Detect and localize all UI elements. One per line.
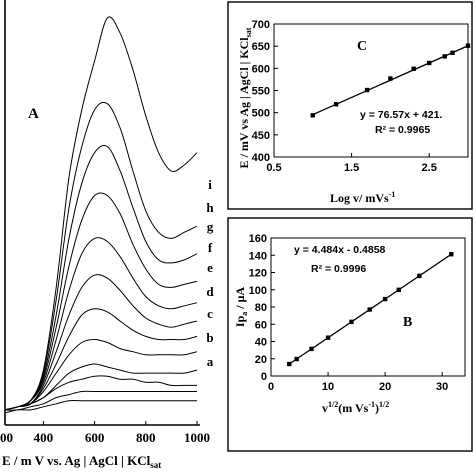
data-point xyxy=(465,43,471,48)
panel-a-curve-label-h: h xyxy=(206,200,214,215)
data-point xyxy=(333,102,339,107)
x-tick-label: 1.5 xyxy=(344,162,359,174)
x-tick-label: 2.5 xyxy=(422,162,437,174)
y-tick-label: 20 xyxy=(255,354,267,366)
panel-a-x-tick-label: 400 xyxy=(34,430,54,445)
y-tick-label: 400 xyxy=(252,152,270,164)
y-tick-label: 100 xyxy=(249,285,267,297)
panel-a-curve-11 xyxy=(4,399,197,414)
panel-c-x-ticks: 0.5 1.5 2.5 xyxy=(266,153,437,174)
y-tick-label: 500 xyxy=(252,108,270,120)
panel-a-curve-label-g: g xyxy=(207,219,214,234)
data-point xyxy=(417,273,422,279)
panel-a-curve-label-a: a xyxy=(207,354,214,369)
data-point xyxy=(364,87,370,93)
panel-a-curve-9 xyxy=(4,375,197,411)
data-point xyxy=(427,60,432,66)
y-tick-label: 700 xyxy=(252,19,270,31)
panel-a-x-tick-label: 1000 xyxy=(184,430,210,445)
panel-a-label: A xyxy=(28,106,39,122)
y-tick-label: 160 xyxy=(249,233,267,245)
panel-b: 0 20 40 60 80 100 120 140 160 0 10 20 30 B y = 4.48… xyxy=(227,217,473,452)
panel-c-y-axis-label: E / mV vs Ag | AgCl | KClsat xyxy=(237,27,253,168)
panel-a-curve-label-c: c xyxy=(207,306,213,321)
panel-a-curve-label-b: b xyxy=(206,330,213,345)
panel-b-frame xyxy=(227,217,473,452)
panel-b-y-axis-label: Ipa / μA xyxy=(233,287,249,327)
panel-b-points xyxy=(287,252,454,367)
y-tick-label: 140 xyxy=(249,250,267,262)
panel-c: 400 450 500 550 600 650 700 0.5 1.5 2.5 C y = 76… xyxy=(227,1,473,210)
panel-a-curve-d xyxy=(4,274,198,411)
data-point xyxy=(382,296,388,302)
panel-a-x-ticks: 00 400 600 800 1000 xyxy=(0,421,210,445)
panel-a-curve-e xyxy=(4,237,198,411)
y-tick-label: 550 xyxy=(252,86,270,98)
panel-a-curve-label-e: e xyxy=(207,260,213,275)
x-tick-label: 0 xyxy=(268,381,274,393)
panel-c-equation: y = 76.57x + 421. xyxy=(360,109,442,121)
data-point xyxy=(449,252,454,257)
panel-a-curve-label-f: f xyxy=(208,240,213,255)
data-point xyxy=(388,76,393,81)
y-tick-label: 600 xyxy=(252,63,270,75)
panel-b-r2: R² = 0.9996 xyxy=(311,263,366,275)
data-point xyxy=(310,113,315,118)
panel-a-x-tick-label: 00 xyxy=(0,430,13,445)
data-point xyxy=(287,361,292,367)
panel-a-curve-b xyxy=(4,338,198,411)
panel-b-x-axis-label: v1/2(m Vs-1)1/2 xyxy=(322,400,389,415)
y-tick-label: 120 xyxy=(249,268,267,280)
panel-a-curve-label-i: i xyxy=(208,177,212,192)
panel-c-frame xyxy=(227,1,473,210)
x-tick-label: 10 xyxy=(322,381,334,393)
data-point xyxy=(367,307,372,312)
panel-b-x-ticks: 0 10 20 30 xyxy=(268,372,448,393)
y-tick-label: 450 xyxy=(252,130,270,142)
data-point xyxy=(325,335,331,340)
panel-a-curve-c xyxy=(4,308,198,411)
panel-b-equation: y = 4.484x - 0.4858 xyxy=(294,244,386,256)
panel-a-x-tick-label: 800 xyxy=(136,430,156,445)
panel-a-curves xyxy=(4,16,198,414)
panel-c-y-ticks: 400 450 500 550 600 650 700 xyxy=(252,19,278,164)
panel-a-x-axis-label: E / m V vs. Ag | AgCl | KClsat xyxy=(2,453,161,470)
panel-a-curve-label-d: d xyxy=(206,284,214,299)
panel-c-r2: R² = 0.9965 xyxy=(375,124,430,136)
panel-a-x-tick-label: 600 xyxy=(85,430,105,445)
panel-c-x-axis-label: Log v/ mVs-1 xyxy=(330,190,395,205)
data-point xyxy=(396,287,402,293)
x-tick-label: 0.5 xyxy=(266,162,281,174)
panel-c-points xyxy=(310,43,471,118)
data-point xyxy=(294,356,299,362)
panel-b-y-ticks: 0 20 40 60 80 100 120 140 160 xyxy=(249,233,275,383)
data-point xyxy=(450,50,455,56)
data-point xyxy=(309,346,314,352)
y-tick-label: 60 xyxy=(255,319,267,331)
panel-b-label: B xyxy=(403,315,412,330)
y-tick-label: 40 xyxy=(255,337,267,349)
y-tick-label: 650 xyxy=(252,41,270,53)
y-tick-label: 0 xyxy=(261,371,267,383)
x-tick-label: 20 xyxy=(379,381,391,393)
data-point xyxy=(349,319,354,325)
panel-a-curve-i xyxy=(4,16,198,411)
data-point xyxy=(442,54,447,59)
data-point xyxy=(411,66,416,71)
panel-a-curve-10 xyxy=(4,390,197,411)
panel-c-label: C xyxy=(357,39,367,54)
x-tick-label: 30 xyxy=(436,381,448,393)
y-tick-label: 80 xyxy=(255,302,267,314)
